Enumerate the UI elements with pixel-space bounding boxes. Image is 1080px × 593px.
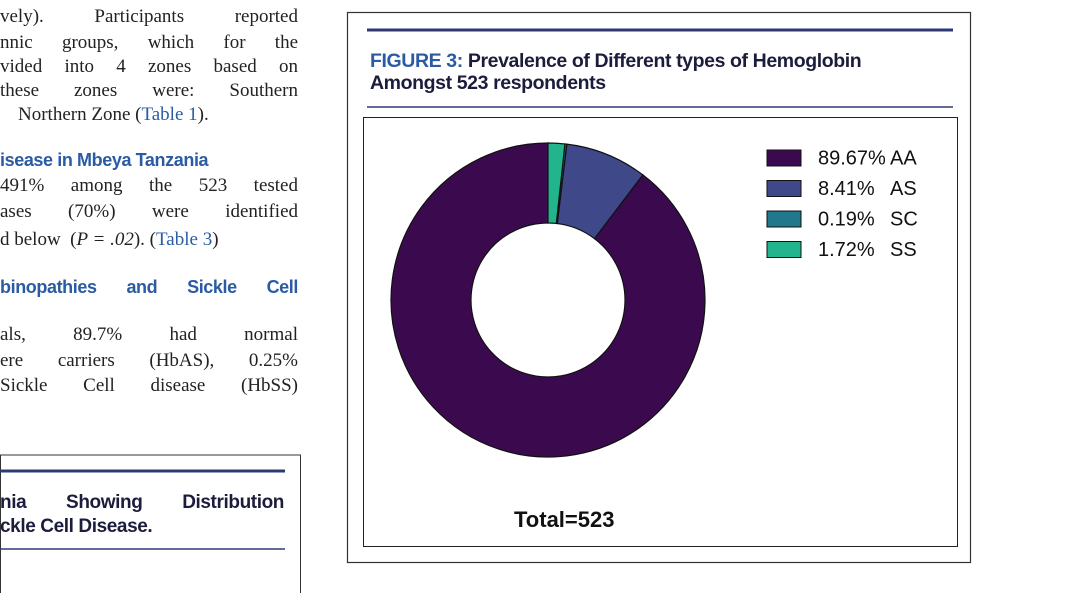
table-box bbox=[0, 454, 301, 593]
text-run: d below ( bbox=[0, 229, 77, 250]
donut-segment bbox=[390, 142, 706, 458]
text-run: Table 3 bbox=[156, 229, 213, 250]
body-line: Sickle Cell disease (HbSS) bbox=[0, 375, 298, 396]
body-line: d below (P = .02). (Table 3) bbox=[0, 229, 219, 251]
body-line: ases (70%) were identified bbox=[0, 201, 298, 222]
table-caption: nia Showing Distribution bbox=[0, 492, 284, 513]
legend-label: SC bbox=[890, 208, 918, 230]
body-line: vely). Participants reported bbox=[0, 6, 298, 27]
body-line: ere carriers (HbAS), 0.25% bbox=[0, 350, 298, 371]
body-line: als, 89.7% had normal bbox=[0, 324, 298, 345]
figure-box bbox=[346, 11, 972, 564]
text-run: Table 1 bbox=[141, 104, 198, 125]
legend-value: 89.67% bbox=[818, 147, 886, 169]
section-heading: isease in Mbeya Tanzania bbox=[0, 150, 209, 170]
legend-value: 8.41% bbox=[818, 178, 875, 200]
legend-label: AA bbox=[890, 147, 917, 169]
legend-label: SS bbox=[890, 239, 917, 261]
figure-label: FIGURE 3: bbox=[370, 50, 463, 72]
table-caption: ckle Cell Disease. bbox=[0, 516, 153, 537]
figure-title: Prevalence of Different types of Hemoglo… bbox=[467, 50, 862, 72]
text-run: Northern Zone ( bbox=[18, 104, 142, 125]
body-line: nnic groups, which for the bbox=[0, 32, 298, 53]
legend-swatch bbox=[766, 180, 802, 197]
text-run: P = .02 bbox=[76, 229, 134, 250]
legend-value: 0.19% bbox=[818, 208, 875, 230]
body-line: vided into 4 zones based on bbox=[0, 56, 298, 77]
figure-title: Amongst 523 respondents bbox=[370, 72, 606, 94]
section-heading: binopathies and Sickle Cell bbox=[0, 277, 298, 297]
body-line: these zones were: Southern bbox=[0, 80, 298, 101]
legend-value: 1.72% bbox=[818, 239, 875, 261]
legend-swatch bbox=[766, 210, 802, 228]
legend-swatch bbox=[766, 241, 802, 258]
figure-caption: FIGURE 3: Prevalence of Different types … bbox=[370, 50, 960, 94]
text-run: ) bbox=[212, 229, 219, 250]
body-line: Northern Zone (Table 1). bbox=[18, 104, 209, 126]
body-line: 491% among the 523 tested bbox=[0, 175, 298, 196]
text-run: ). bbox=[197, 104, 209, 125]
legend-swatch bbox=[766, 149, 802, 167]
text-run: ). ( bbox=[133, 229, 157, 250]
donut-segment bbox=[547, 142, 566, 225]
total-annotation: Total=523 bbox=[514, 507, 614, 532]
legend-label: AS bbox=[890, 178, 917, 200]
